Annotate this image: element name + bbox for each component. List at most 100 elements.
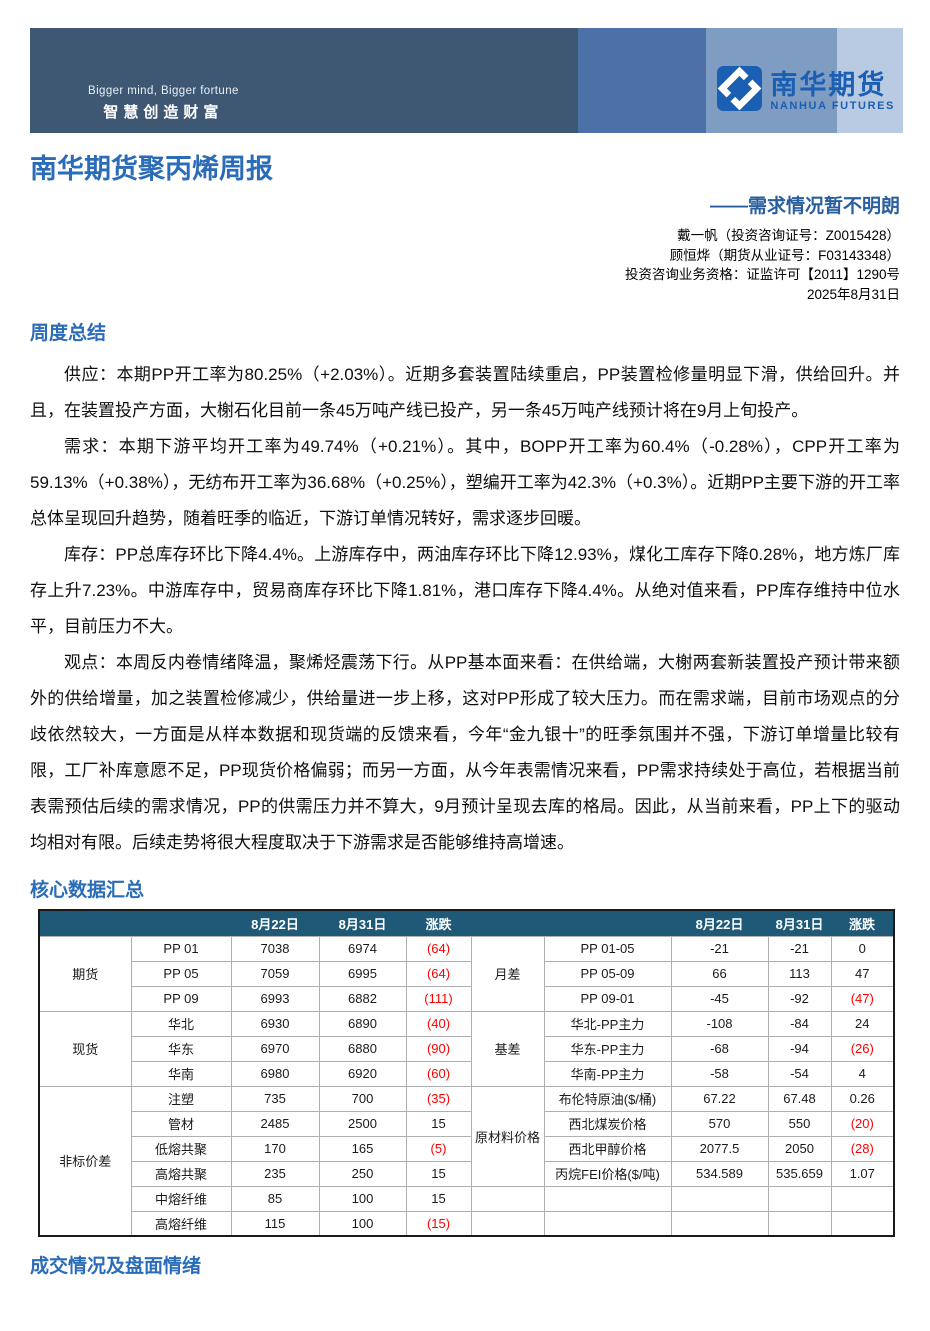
table-cell-item: 管材 [130, 1110, 232, 1137]
table-cell-item: PP 09-01 [543, 985, 672, 1012]
table-header-row: 8月22日 8月31日 涨跌 8月22日 8月31日 涨跌 [39, 910, 894, 936]
table-cell-change: 47 [830, 960, 895, 987]
table-row: 期货 PP 01 7038 6974 (64) 月差 PP 01-05 -21 … [38, 935, 895, 1012]
table-cell-value: 7038 [230, 935, 320, 962]
table-row: PP 05 7059 6995 (64) PP 05-09 66 113 47 [39, 960, 895, 987]
table-cell-change: (111) [405, 985, 472, 1012]
table-cell-item: 华北 [130, 1010, 232, 1037]
table-cell-change: (47) [830, 985, 895, 1012]
table-cell-change: 15 [405, 1160, 472, 1187]
table-row: 低熔共聚 170 165 (5) 西北甲醇价格 2077.5 2050 (28) [39, 1135, 895, 1162]
table-cell-item: 西北甲醇价格 [543, 1135, 672, 1162]
table-cell-value: -68 [670, 1035, 769, 1062]
author-line: 戴一帆（投资咨询证号：Z0015428） [677, 228, 900, 243]
table-cell-value: 115 [230, 1210, 320, 1237]
table-cell-item: PP 09 [130, 985, 232, 1012]
core-data-table: 8月22日 8月31日 涨跌 8月22日 8月31日 涨跌 期货 PP 01 7… [38, 909, 895, 1237]
table-cell-item: 中熔纤维 [130, 1185, 232, 1212]
table-cell-value: 535.659 [767, 1160, 832, 1187]
table-cell-change: (60) [405, 1060, 472, 1087]
table-cell-change: (35) [405, 1085, 472, 1112]
logo-name-chinese: 南华期货 [770, 69, 887, 100]
table-cell-item: PP 05 [130, 960, 232, 987]
table-cell-value: 534.589 [670, 1160, 769, 1187]
table-cell-value: -45 [670, 985, 769, 1012]
table-cell-value: 6970 [230, 1035, 320, 1062]
table-cell-value: 2485 [230, 1110, 320, 1137]
table-cell-value: 250 [318, 1160, 407, 1187]
table-row: 非标价差 注塑 735 700 (35) 原材料价格 布伦特原油($/桶) 67… [38, 1085, 895, 1237]
brand-banner: Bigger mind, Bigger fortune 智慧创造财富 南华期货 … [30, 28, 903, 133]
table-cell-value: -21 [767, 935, 832, 962]
table-cell-change: 24 [830, 1010, 895, 1037]
table-cell-item: 西北煤炭价格 [543, 1110, 672, 1137]
tagline-chinese: 智慧创造财富 [103, 104, 224, 121]
table-cell-value: -92 [767, 985, 832, 1012]
table-row: 高熔纤维 115 100 (15) [39, 1210, 895, 1237]
table-cell-item: 高熔纤维 [130, 1210, 232, 1237]
author-line: 顾恒烨（期货从业证号：F03143348） [669, 247, 900, 263]
table-cell-value: 6880 [318, 1035, 407, 1062]
table-cell-value: 550 [767, 1110, 832, 1137]
table-cell-value: 2500 [318, 1110, 407, 1137]
table-cell-empty [767, 1185, 832, 1212]
table-cell-value: 113 [767, 960, 832, 987]
table-cell-value: 6930 [230, 1010, 320, 1037]
table-cell-change: (20) [830, 1110, 895, 1137]
table-cell-value: -54 [767, 1060, 832, 1087]
section-heading-weekly-summary: 周度总结 [30, 323, 107, 344]
table-row: 管材 2485 2500 15 西北煤炭价格 570 550 (20) [39, 1110, 895, 1137]
table-cell-item: PP 01 [130, 935, 232, 962]
table-cell-value: 2050 [767, 1135, 832, 1162]
table-cell-item: 华北-PP主力 [543, 1010, 672, 1037]
table-cell-change: (64) [405, 935, 472, 962]
table-cell-empty [543, 1210, 672, 1237]
table-cell-value: 6974 [318, 935, 407, 962]
table-cell-item: 华南 [130, 1060, 232, 1087]
table-cell-value: 700 [318, 1085, 407, 1112]
table-cell-change: (15) [405, 1210, 472, 1237]
table-cell-empty [670, 1185, 769, 1212]
author-block: 戴一帆（投资咨询证号：Z0015428） 顾恒烨（期货从业证号：F0314334… [30, 226, 900, 304]
group-label-month-spread: 月差 [470, 935, 545, 1012]
table-cell-value: 735 [230, 1085, 320, 1112]
table-cell-value: -108 [670, 1010, 769, 1037]
paragraph-supply: 供应：本期PP开工率为80.25%（+2.03%）。近期多套装置陆续重启，PP装… [30, 365, 900, 420]
banner-band-mid [578, 28, 706, 133]
table-cell-value: 67.48 [767, 1085, 832, 1112]
paragraph-viewpoint: 观点：本周反内卷情绪降温，聚烯烃震荡下行。从PP基本面来看：在供给端，大榭两套新… [30, 653, 900, 852]
table-cell-empty [470, 1185, 545, 1212]
table-cell-item: PP 05-09 [543, 960, 672, 987]
table-cell-item: 低熔共聚 [130, 1135, 232, 1162]
tagline-english: Bigger mind, Bigger fortune [88, 85, 239, 97]
header-change: 涨跌 [831, 910, 894, 936]
table-cell-item: 布伦特原油($/桶) [543, 1085, 672, 1112]
table-cell-item: 丙烷FEI价格($/吨) [543, 1160, 672, 1187]
section-heading-trading-sentiment: 成交情况及盘面情绪 [30, 1256, 202, 1277]
table-cell-value: 6995 [318, 960, 407, 987]
table-cell-value: 570 [670, 1110, 769, 1137]
table-cell-value: 235 [230, 1160, 320, 1187]
group-label-spot: 现货 [38, 1010, 132, 1087]
table-cell-value: 7059 [230, 960, 320, 987]
table-cell-change: 0.26 [830, 1085, 895, 1112]
table-cell-change: 0 [830, 935, 895, 962]
group-label-futures: 期货 [38, 935, 132, 1012]
license-line: 投资咨询业务资格：证监许可【2011】1290号 [624, 267, 900, 282]
table-cell-empty [767, 1210, 832, 1237]
table-cell-change: (40) [405, 1010, 472, 1037]
table-cell-empty [543, 1185, 672, 1212]
table-row: 华南 6980 6920 (60) 华南-PP主力 -58 -54 4 [39, 1060, 895, 1087]
table-row: 现货 华北 6930 6890 (40) 基差 华北-PP主力 -108 -84… [38, 1010, 895, 1087]
report-date: 2025年8月31日 [806, 286, 900, 302]
nanhua-logo-icon [717, 66, 763, 116]
header-blank-right [471, 910, 671, 936]
table-cell-empty [470, 1210, 545, 1237]
table-cell-value: 6993 [230, 985, 320, 1012]
table-cell-change: (5) [405, 1135, 472, 1162]
table-cell-item: 注塑 [130, 1085, 232, 1112]
table-cell-empty [830, 1185, 895, 1212]
table-cell-value: -58 [670, 1060, 769, 1087]
table-cell-value: 165 [318, 1135, 407, 1162]
table-cell-value: 2077.5 [670, 1135, 769, 1162]
